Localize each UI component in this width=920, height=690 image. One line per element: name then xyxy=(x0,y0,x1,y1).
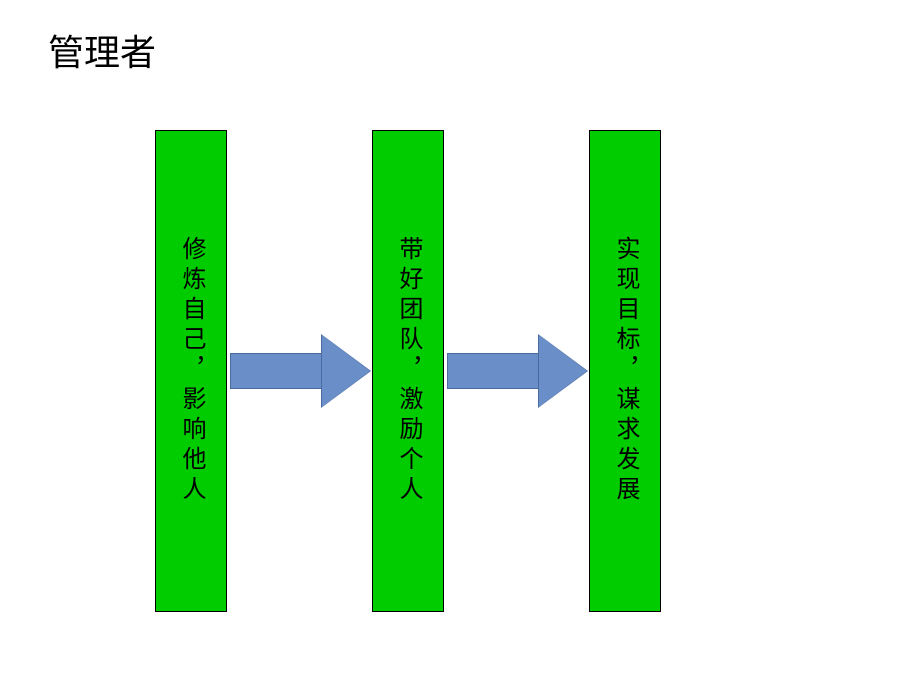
flow-node-2-label: 带好团队，激励个人 xyxy=(396,236,420,506)
flow-arrow-2 xyxy=(444,335,589,407)
flow-node-2: 带好团队，激励个人 xyxy=(372,130,444,612)
flow-node-3-label: 实现目标，谋求发展 xyxy=(613,236,637,506)
arrow-head-icon xyxy=(539,335,587,407)
flow-arrow-1 xyxy=(227,335,372,407)
arrow-shaft xyxy=(447,353,539,389)
page-title: 管理者 xyxy=(48,24,156,76)
arrow-head-icon xyxy=(322,335,370,407)
flow-node-1: 修炼自己，影响他人 xyxy=(155,130,227,612)
flow-diagram: 修炼自己，影响他人 带好团队，激励个人 实现目标，谋求发展 xyxy=(155,130,661,612)
arrow-shaft xyxy=(230,353,322,389)
flow-node-1-label: 修炼自己，影响他人 xyxy=(179,236,203,506)
flow-node-3: 实现目标，谋求发展 xyxy=(589,130,661,612)
